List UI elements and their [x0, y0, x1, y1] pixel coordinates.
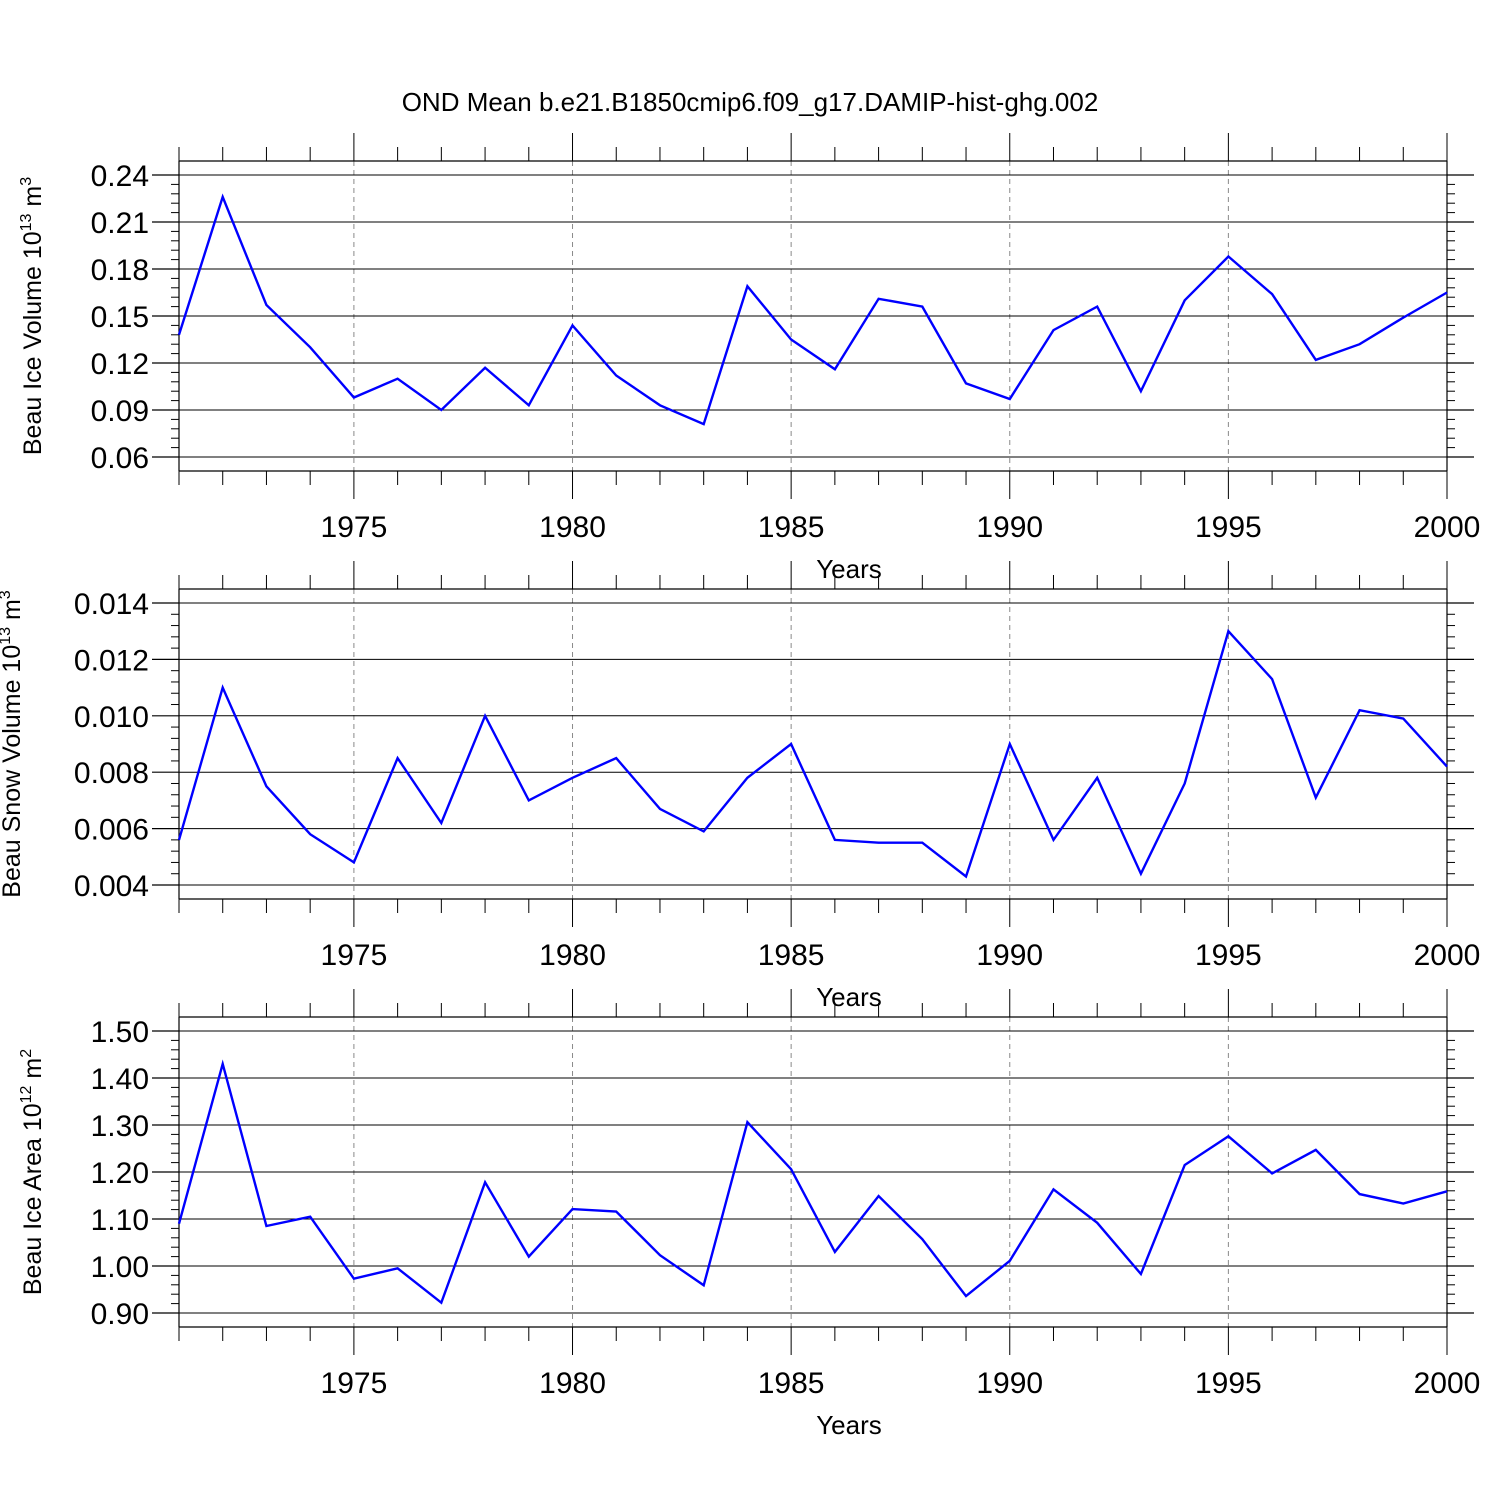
y-tick-label: 0.010 — [74, 701, 149, 734]
y-tick-label: 0.004 — [74, 870, 149, 903]
y-tick-label: 0.012 — [74, 644, 149, 677]
x-axis-label: Years — [816, 1410, 882, 1440]
y-axis-label-text: Beau Ice Area 10 — [19, 1103, 47, 1295]
y-axis-label-exponent: 12 — [18, 1085, 35, 1103]
x-tick-label: 2000 — [1414, 939, 1481, 972]
x-axis-label: Years — [816, 554, 882, 584]
y-tick-label: 0.09 — [91, 395, 149, 428]
y-tick-label: 0.18 — [91, 254, 149, 287]
x-tick-label: 1975 — [321, 1367, 388, 1400]
x-tick-label: 1985 — [758, 1367, 825, 1400]
y-tick-label: 1.40 — [91, 1063, 149, 1096]
x-tick-label: 1995 — [1195, 1367, 1262, 1400]
y-tick-label: 1.00 — [91, 1251, 149, 1284]
series-line — [177, 628, 1448, 879]
x-tick-label: 1995 — [1195, 939, 1262, 972]
x-axis-label: Years — [816, 982, 882, 1012]
y-tick-label: 1.50 — [91, 1016, 149, 1049]
y-axis-label-exponent: 13 — [18, 213, 35, 231]
series-line — [177, 1059, 1448, 1305]
x-tick-label: 1980 — [539, 939, 606, 972]
y-tick-label: 0.008 — [74, 757, 149, 790]
x-tick-label: 1975 — [321, 511, 388, 544]
series-line — [177, 193, 1448, 426]
y-tick-label: 0.24 — [91, 160, 149, 193]
x-tick-label: 1980 — [539, 511, 606, 544]
y-axis-label-text: Beau Ice Volume 10 — [19, 231, 47, 455]
y-axis-label-exponent: 13 — [0, 627, 14, 645]
chart-panel-3: 0.90 1.00 1.10 1.20 1.30 1.40 1.50 1975 1980 1985… — [18, 989, 1480, 1440]
x-tick-label: 1980 — [539, 1367, 606, 1400]
x-tick-label: 1990 — [976, 511, 1043, 544]
y-tick-label: 0.06 — [91, 442, 149, 475]
y-tick-label: 0.21 — [91, 207, 149, 240]
y-axis-label-unit-exponent: 2 — [18, 1049, 35, 1058]
x-tick-label: 1990 — [976, 939, 1043, 972]
y-tick-label: 0.12 — [91, 348, 149, 381]
y-axis-label-unit: m — [19, 186, 47, 214]
y-axis-label: Beau Ice Volume 1013 m3 — [18, 177, 47, 455]
chart-panel-2: 0.004 0.006 0.008 0.010 0.012 0.014 1975 1980 19… — [0, 561, 1480, 1012]
x-tick-label: 1995 — [1195, 511, 1262, 544]
x-tick-label: 1985 — [758, 511, 825, 544]
y-axis-label-text: Beau Snow Volume 10 — [0, 645, 26, 898]
y-axis-label: Beau Ice Area 1012 m2 — [18, 1049, 47, 1295]
y-tick-label: 1.20 — [91, 1157, 149, 1190]
x-tick-label: 1990 — [976, 1367, 1043, 1400]
x-tick-label: 1975 — [321, 939, 388, 972]
x-tick-label: 2000 — [1414, 1367, 1481, 1400]
y-axis-label-unit: m — [0, 599, 26, 627]
y-tick-label: 1.10 — [91, 1204, 149, 1237]
y-tick-label: 0.90 — [91, 1298, 149, 1331]
figure-title: OND Mean b.e21.B1850cmip6.f09_g17.DAMIP-… — [402, 87, 1099, 117]
y-tick-label: 0.15 — [91, 301, 149, 334]
y-tick-label: 0.006 — [74, 814, 149, 847]
panels: 0.06 0.09 0.12 0.15 0.18 0.21 0.24 1975 1980 1985… — [0, 133, 1480, 1440]
y-tick-label: 1.30 — [91, 1110, 149, 1143]
chart-panel-1: 0.06 0.09 0.12 0.15 0.18 0.21 0.24 1975 1980 1985… — [18, 133, 1480, 584]
x-tick-label: 1985 — [758, 939, 825, 972]
y-axis-label-unit-exponent: 3 — [0, 590, 14, 599]
x-tick-label: 2000 — [1414, 511, 1481, 544]
y-axis-label-unit-exponent: 3 — [18, 177, 35, 186]
y-tick-label: 0.014 — [74, 588, 149, 621]
y-axis-label-unit: m — [19, 1058, 47, 1086]
y-axis-label: Beau Snow Volume 1013 m3 — [0, 590, 26, 898]
